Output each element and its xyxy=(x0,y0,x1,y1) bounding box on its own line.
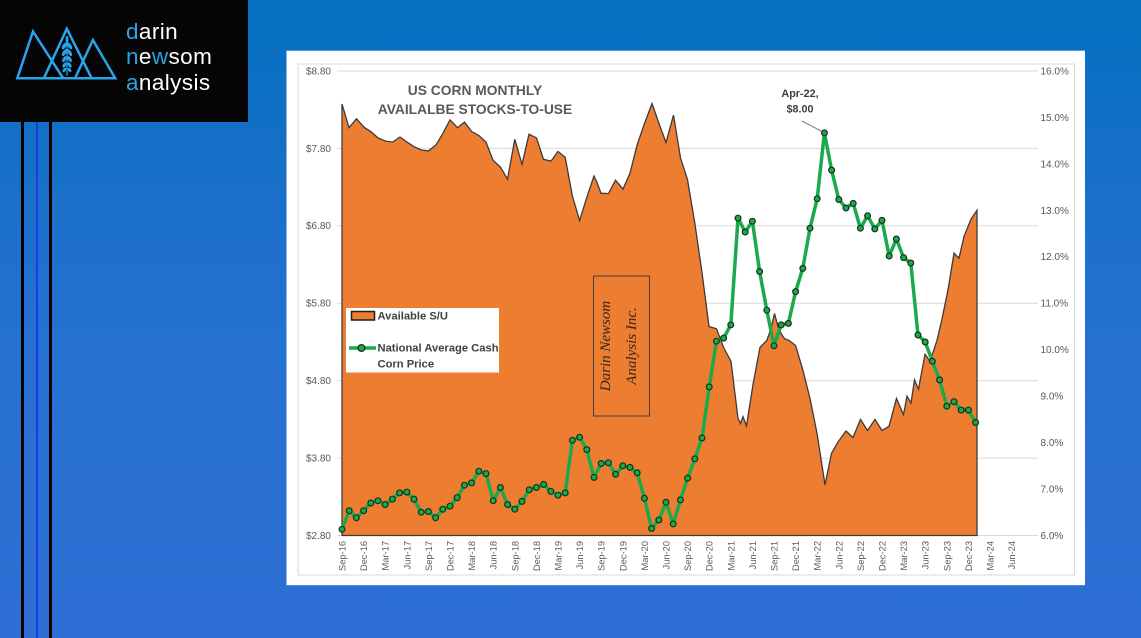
svg-text:10.0%: 10.0% xyxy=(1041,345,1069,356)
svg-text:Jun-17: Jun-17 xyxy=(402,541,412,569)
svg-text:Dec-21: Dec-21 xyxy=(791,541,801,571)
svg-text:Mar-18: Mar-18 xyxy=(467,541,477,570)
svg-text:Dec-17: Dec-17 xyxy=(446,541,456,571)
svg-text:Sep-16: Sep-16 xyxy=(338,541,348,571)
svg-text:Jun-22: Jun-22 xyxy=(834,541,844,569)
svg-text:Corn Price: Corn Price xyxy=(378,359,435,371)
svg-text:$3.80: $3.80 xyxy=(306,454,331,465)
svg-text:Jun-20: Jun-20 xyxy=(662,541,672,569)
svg-text:Mar-24: Mar-24 xyxy=(986,541,996,570)
svg-text:National Average Cash: National Average Cash xyxy=(378,343,499,355)
svg-text:$7.80: $7.80 xyxy=(306,144,331,155)
svg-text:6.0%: 6.0% xyxy=(1041,531,1064,542)
svg-text:Analysis Inc.: Analysis Inc. xyxy=(624,307,640,385)
svg-text:9.0%: 9.0% xyxy=(1041,392,1064,403)
svg-text:Sep-22: Sep-22 xyxy=(856,541,866,571)
svg-text:Dec-16: Dec-16 xyxy=(359,541,369,571)
svg-text:Mar-19: Mar-19 xyxy=(554,541,564,570)
svg-text:Sep-23: Sep-23 xyxy=(942,541,952,571)
svg-text:14.0%: 14.0% xyxy=(1041,159,1069,170)
svg-text:7.0%: 7.0% xyxy=(1041,484,1064,495)
svg-text:11.0%: 11.0% xyxy=(1041,299,1069,310)
svg-text:12.0%: 12.0% xyxy=(1041,252,1069,263)
svg-text:Dec-20: Dec-20 xyxy=(705,541,715,571)
svg-text:Sep-17: Sep-17 xyxy=(424,541,434,571)
svg-text:Jun-19: Jun-19 xyxy=(575,541,585,569)
svg-text:8.0%: 8.0% xyxy=(1041,438,1064,449)
svg-text:$6.80: $6.80 xyxy=(306,221,331,232)
svg-text:AVAILALBE STOCKS-TO-USE: AVAILALBE STOCKS-TO-USE xyxy=(378,102,572,117)
svg-text:Mar-21: Mar-21 xyxy=(726,541,736,570)
svg-text:Mar-23: Mar-23 xyxy=(899,541,909,570)
svg-text:Dec-23: Dec-23 xyxy=(964,541,974,571)
svg-text:$8.00: $8.00 xyxy=(786,104,813,116)
svg-text:Mar-20: Mar-20 xyxy=(640,541,650,570)
svg-text:Apr-22,: Apr-22, xyxy=(781,88,818,100)
svg-text:15.0%: 15.0% xyxy=(1041,113,1069,124)
svg-text:Jun-24: Jun-24 xyxy=(1007,541,1017,569)
svg-text:Jun-23: Jun-23 xyxy=(921,541,931,569)
svg-text:13.0%: 13.0% xyxy=(1041,206,1069,217)
svg-text:Dec-19: Dec-19 xyxy=(618,541,628,571)
svg-text:Darin Newsom: Darin Newsom xyxy=(598,301,614,393)
svg-text:Sep-20: Sep-20 xyxy=(683,541,693,571)
svg-text:$5.80: $5.80 xyxy=(306,299,331,310)
svg-text:Jun-21: Jun-21 xyxy=(748,541,758,569)
svg-text:Mar-22: Mar-22 xyxy=(813,541,823,570)
svg-text:Sep-21: Sep-21 xyxy=(770,541,780,571)
svg-text:$2.80: $2.80 xyxy=(306,531,331,542)
svg-text:$8.80: $8.80 xyxy=(306,66,331,77)
svg-text:Sep-18: Sep-18 xyxy=(510,541,520,571)
svg-text:US CORN MONTHLY: US CORN MONTHLY xyxy=(408,83,542,98)
svg-text:Available S/U: Available S/U xyxy=(378,311,448,323)
svg-text:Dec-22: Dec-22 xyxy=(878,541,888,571)
svg-text:Sep-19: Sep-19 xyxy=(597,541,607,571)
svg-text:Dec-18: Dec-18 xyxy=(532,541,542,571)
svg-text:16.0%: 16.0% xyxy=(1041,66,1069,77)
svg-text:Jun-18: Jun-18 xyxy=(489,541,499,569)
svg-text:$4.80: $4.80 xyxy=(306,376,331,387)
svg-text:Mar-17: Mar-17 xyxy=(381,541,391,570)
